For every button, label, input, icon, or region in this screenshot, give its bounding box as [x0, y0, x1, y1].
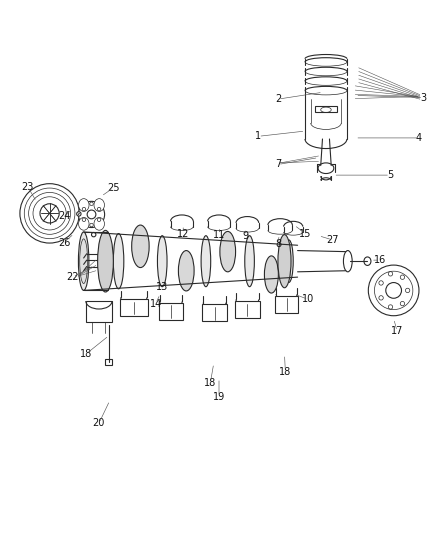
- Text: 5: 5: [387, 170, 393, 180]
- Text: 18: 18: [279, 367, 292, 377]
- Text: 11: 11: [213, 230, 225, 240]
- Ellipse shape: [245, 236, 254, 287]
- Ellipse shape: [78, 199, 89, 212]
- Text: 4: 4: [416, 133, 422, 143]
- Text: 27: 27: [326, 235, 339, 245]
- Circle shape: [92, 232, 96, 237]
- Text: 10: 10: [302, 294, 314, 304]
- Text: 9: 9: [242, 231, 248, 241]
- Circle shape: [87, 210, 96, 219]
- Text: 13: 13: [156, 281, 168, 292]
- Text: 8: 8: [275, 239, 281, 249]
- Bar: [235, 301, 260, 318]
- Circle shape: [368, 265, 419, 316]
- Text: 23: 23: [21, 182, 34, 192]
- Ellipse shape: [80, 239, 88, 284]
- Text: 20: 20: [93, 418, 105, 428]
- Text: 12: 12: [177, 229, 189, 239]
- Circle shape: [77, 212, 81, 216]
- Text: 18: 18: [204, 378, 216, 389]
- Circle shape: [78, 201, 105, 228]
- Ellipse shape: [343, 251, 352, 272]
- Text: 14: 14: [149, 298, 162, 309]
- Ellipse shape: [132, 225, 149, 268]
- Bar: [120, 299, 148, 316]
- Bar: [276, 296, 298, 313]
- Ellipse shape: [157, 236, 167, 287]
- Bar: [106, 359, 113, 365]
- Ellipse shape: [98, 230, 113, 292]
- Bar: [86, 301, 112, 322]
- Circle shape: [24, 188, 75, 239]
- Bar: [315, 106, 337, 112]
- Ellipse shape: [78, 232, 89, 290]
- Ellipse shape: [220, 231, 236, 272]
- Text: 25: 25: [107, 183, 120, 193]
- Ellipse shape: [94, 199, 105, 212]
- Ellipse shape: [364, 257, 371, 265]
- Text: 26: 26: [58, 238, 70, 248]
- Text: 3: 3: [420, 93, 427, 102]
- Ellipse shape: [178, 251, 194, 291]
- Circle shape: [386, 282, 402, 298]
- Bar: [202, 304, 227, 321]
- Text: 1: 1: [255, 131, 261, 141]
- Ellipse shape: [265, 256, 279, 293]
- Text: 18: 18: [80, 349, 92, 359]
- Text: 22: 22: [67, 272, 79, 282]
- Ellipse shape: [78, 217, 89, 230]
- Ellipse shape: [113, 233, 124, 289]
- Text: 17: 17: [391, 326, 403, 336]
- Text: 24: 24: [58, 211, 70, 221]
- Text: 19: 19: [213, 392, 225, 402]
- Text: 16: 16: [374, 255, 387, 265]
- Ellipse shape: [285, 240, 293, 282]
- Text: 15: 15: [299, 229, 311, 239]
- Text: 2: 2: [275, 94, 281, 104]
- Text: 7: 7: [275, 159, 281, 169]
- Ellipse shape: [201, 236, 211, 287]
- Ellipse shape: [94, 217, 105, 230]
- Ellipse shape: [278, 235, 291, 288]
- Circle shape: [20, 184, 79, 243]
- Bar: [159, 303, 183, 320]
- Circle shape: [40, 204, 59, 223]
